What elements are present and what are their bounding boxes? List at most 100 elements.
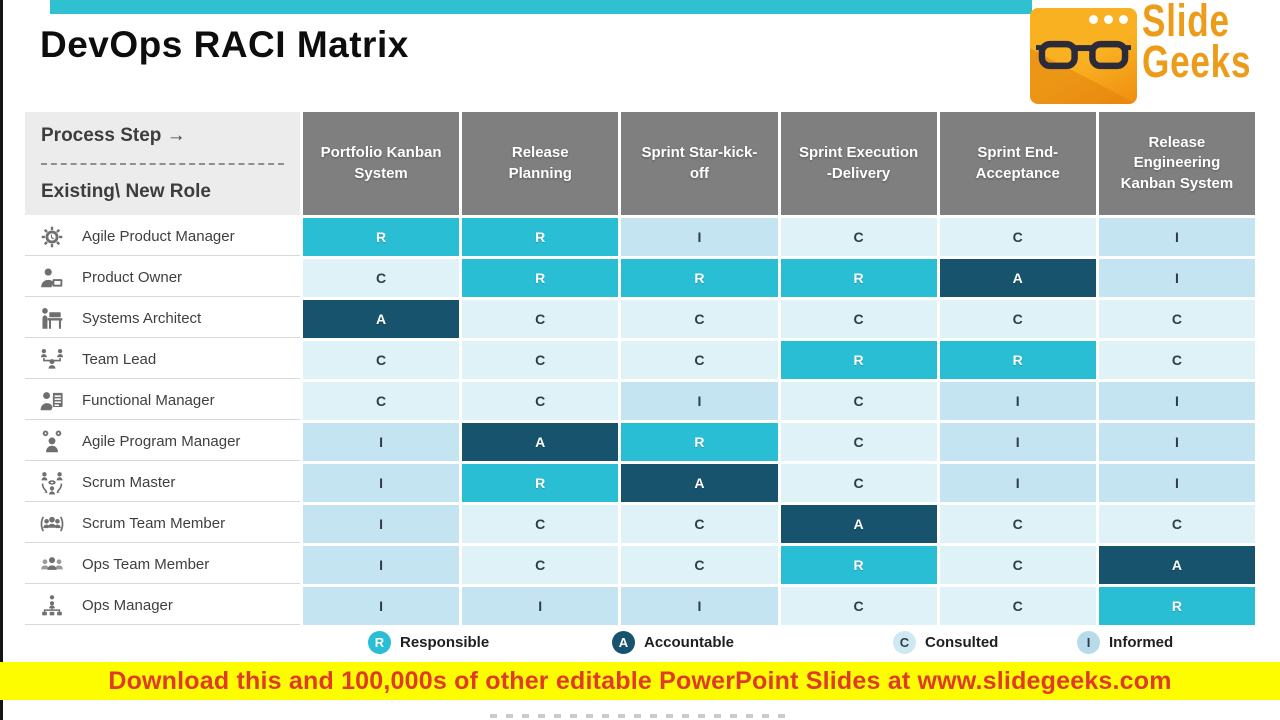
matrix-cell: C xyxy=(462,341,619,379)
legend-item: C Consulted xyxy=(893,631,998,654)
matrix-cell: I xyxy=(621,218,778,256)
scrum-cycle-icon xyxy=(37,470,67,496)
logo-square xyxy=(1030,8,1137,104)
matrix-cell: C xyxy=(780,218,937,256)
role-cell: Systems Architect xyxy=(25,300,300,338)
matrix-cell: R xyxy=(780,259,937,297)
matrix-cell: C xyxy=(780,423,937,461)
matrix-cell: C xyxy=(621,546,778,584)
matrix-cell: R xyxy=(462,464,619,502)
matrix-cell: C xyxy=(462,505,619,543)
architect-desk-icon xyxy=(37,306,67,332)
matrix-cell: C xyxy=(780,587,937,625)
column-header: Sprint Execution -Delivery xyxy=(780,112,937,215)
matrix-cell: I xyxy=(1098,423,1255,461)
matrix-cell: C xyxy=(303,341,460,379)
matrix-cell: C xyxy=(462,546,619,584)
column-header: Release Planning xyxy=(462,112,619,215)
person-clipboard-icon xyxy=(37,388,67,414)
matrix-cell: A xyxy=(939,259,1096,297)
legend-item: A Accountable xyxy=(612,631,734,654)
matrix-cell: C xyxy=(303,382,460,420)
matrix-cell: C xyxy=(1098,341,1255,379)
matrix-cell: A xyxy=(303,300,460,338)
role-cell: Scrum Team Member xyxy=(25,505,300,543)
column-header: Sprint End-Acceptance xyxy=(939,112,1096,215)
person-gears-icon xyxy=(37,429,67,455)
glasses-icon xyxy=(1036,40,1131,70)
matrix-cell: A xyxy=(621,464,778,502)
matrix-cell: I xyxy=(621,382,778,420)
legend-label: Accountable xyxy=(644,634,735,651)
role-cell: Team Lead xyxy=(25,341,300,379)
matrix-cell: I xyxy=(462,587,619,625)
matrix-cell: C xyxy=(1098,300,1255,338)
matrix-cell: R xyxy=(780,546,937,584)
matrix-cell: C xyxy=(939,587,1096,625)
matrix-cell: R xyxy=(303,218,460,256)
logo-word-geeks: Geeks xyxy=(1142,36,1252,88)
role-cell: Agile Program Manager xyxy=(25,423,300,461)
role-label: Agile Program Manager xyxy=(82,433,241,450)
role-axis-label: Existing\ New Role xyxy=(41,181,211,202)
matrix-cell: C xyxy=(780,300,937,338)
promo-banner: Download this and 100,000s of other edit… xyxy=(0,662,1280,700)
person-laptop-icon xyxy=(37,265,67,291)
role-cell: Scrum Master xyxy=(25,464,300,502)
matrix-cell: C xyxy=(1098,505,1255,543)
legend-item: I Informed xyxy=(1077,631,1173,654)
matrix-cell: C xyxy=(621,505,778,543)
page-title: DevOps RACI Matrix xyxy=(40,24,409,65)
matrix-cell: R xyxy=(462,218,619,256)
legend-badge-i: I xyxy=(1077,631,1100,654)
legend-badge-a: A xyxy=(612,631,635,654)
role-cell: Agile Product Manager xyxy=(25,218,300,256)
group-icon xyxy=(37,552,67,578)
slidegeeks-logo: Slide Geeks xyxy=(1030,0,1258,107)
header-row: Process Step → Existing\ New Role Portfo… xyxy=(25,112,1255,215)
matrix-cell: I xyxy=(303,423,460,461)
matrix-cell: I xyxy=(303,587,460,625)
role-label: Ops Manager xyxy=(82,597,173,614)
role-label: Systems Architect xyxy=(82,310,202,327)
corner-divider xyxy=(41,163,284,165)
matrix-cell: A xyxy=(780,505,937,543)
matrix-cell: I xyxy=(939,423,1096,461)
promo-banner-text: Download this and 100,000s of other edit… xyxy=(108,666,1172,695)
column-header: Portfolio Kanban System xyxy=(303,112,460,215)
matrix-cell: C xyxy=(939,300,1096,338)
matrix-cell: R xyxy=(939,341,1096,379)
matrix-body: Agile Product Manager R R I C C I Product Owner… xyxy=(25,218,1255,625)
column-header: Sprint Star-kick-off xyxy=(621,112,778,215)
matrix-cell: A xyxy=(462,423,619,461)
matrix-cell: A xyxy=(1098,546,1255,584)
matrix-cell: I xyxy=(1098,259,1255,297)
column-header: Release Engineering Kanban System xyxy=(1098,112,1255,215)
matrix-cell: R xyxy=(780,341,937,379)
matrix-cell: R xyxy=(462,259,619,297)
role-label: Functional Manager xyxy=(82,392,215,409)
role-cell: Ops Manager xyxy=(25,587,300,625)
matrix-cell: I xyxy=(303,464,460,502)
matrix-cell: C xyxy=(939,546,1096,584)
matrix-cell: C xyxy=(939,505,1096,543)
accent-bar xyxy=(50,0,1032,14)
matrix-cell: C xyxy=(780,464,937,502)
role-label: Product Owner xyxy=(82,269,183,286)
legend-label: Informed xyxy=(1109,634,1174,651)
legend-label: Responsible xyxy=(400,634,490,651)
matrix-cell: C xyxy=(303,259,460,297)
role-label: Team Lead xyxy=(82,351,157,368)
logo-dots-icon xyxy=(1089,15,1128,24)
role-label: Agile Product Manager xyxy=(82,228,235,245)
matrix-cell: R xyxy=(621,259,778,297)
team-hierarchy-icon xyxy=(37,347,67,373)
legend-item: R Responsible xyxy=(368,631,489,654)
logo-wordmark: Slide Geeks xyxy=(1142,0,1252,88)
org-chart-icon xyxy=(37,593,67,619)
matrix-cell: I xyxy=(1098,382,1255,420)
cut-off-text-remnant xyxy=(490,714,790,718)
matrix-cell: C xyxy=(462,382,619,420)
legend: R Responsible A Accountable C Consulted I Infor… xyxy=(25,630,1255,658)
process-step-label: Process Step → xyxy=(41,125,186,146)
